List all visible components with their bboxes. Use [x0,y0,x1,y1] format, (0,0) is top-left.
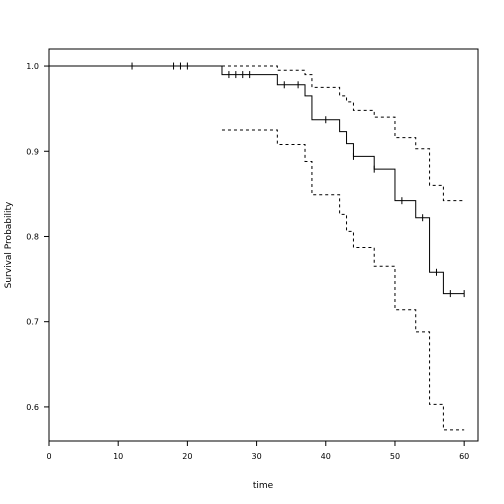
x-tick-label: 50 [390,452,400,461]
y-tick-label: 0.7 [26,318,39,327]
confidence-band-line [221,65,465,202]
y-axis: 0.6 0.7 0.8 0.9 1.0 [26,62,49,412]
x-axis: 0 10 20 30 40 50 60 [46,441,469,461]
y-tick-label: 0.6 [26,403,39,412]
x-axis-title: time [253,481,274,491]
survival-curve-line [49,65,465,295]
x-tick-label: 60 [459,452,469,461]
y-axis-title: Survival Probability [4,201,14,288]
plot-area-frame [48,48,479,442]
x-tick-label: 10 [113,452,123,461]
x-tick-label: 20 [182,452,192,461]
x-tick-label: 0 [46,452,51,461]
series-layer [49,62,465,431]
y-tick-label: 1.0 [26,62,39,71]
x-tick-label: 30 [251,452,261,461]
y-tick-label: 0.9 [26,147,39,156]
y-tick-label: 0.8 [26,232,39,241]
confidence-band-line [221,129,465,431]
x-tick-label: 40 [321,452,331,461]
